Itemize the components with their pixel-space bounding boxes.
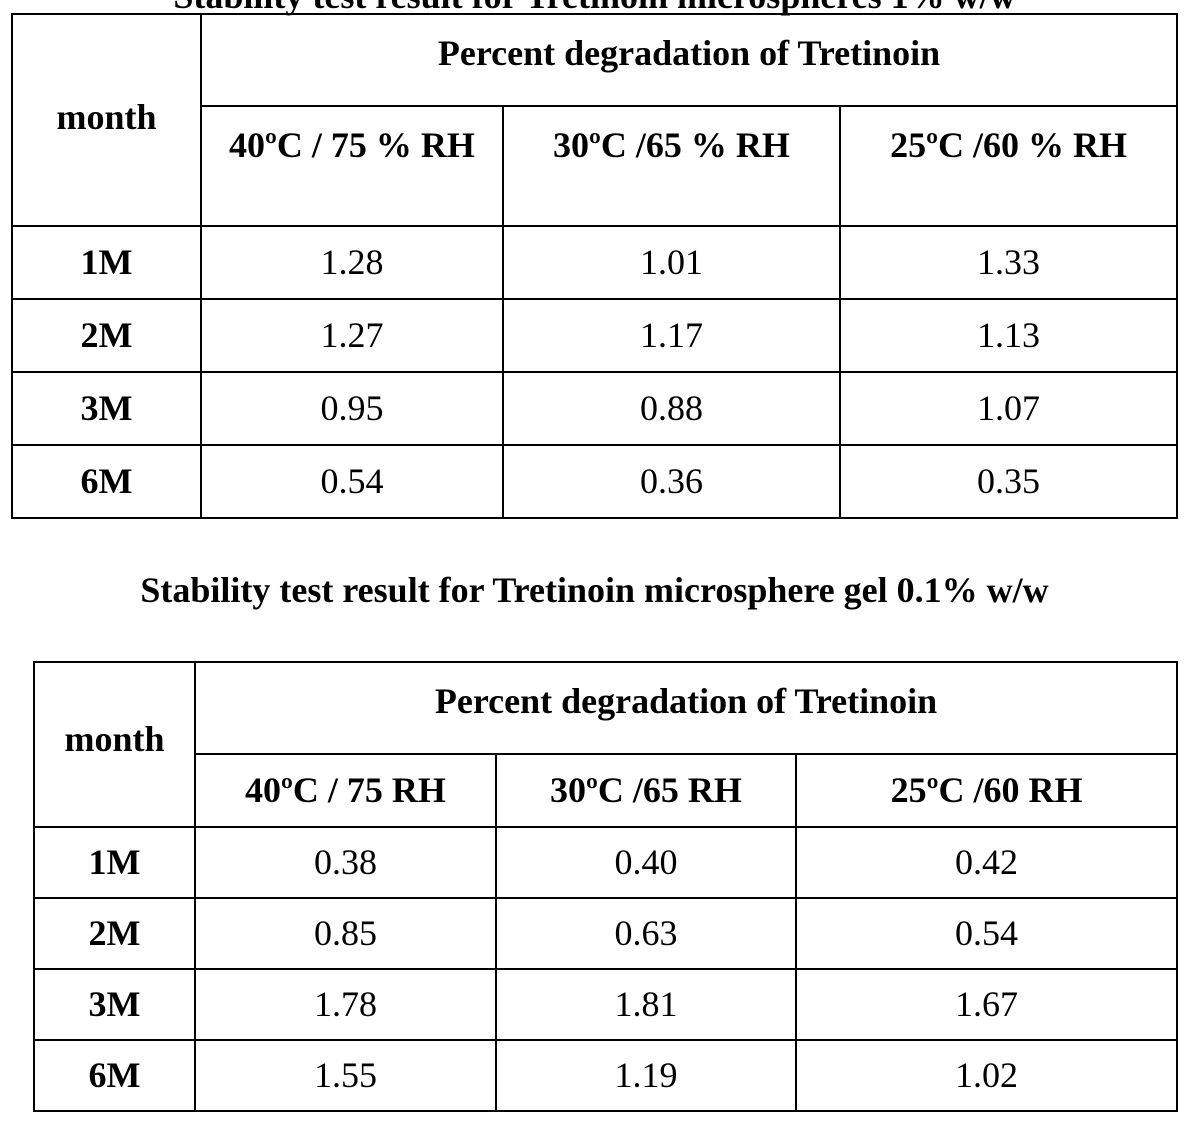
value-cell: 1.33 bbox=[840, 226, 1177, 299]
month-cell: 1M bbox=[34, 827, 195, 898]
value-cell: 1.67 bbox=[796, 969, 1177, 1040]
value-cell: 0.88 bbox=[503, 372, 840, 445]
month-cell: 1M bbox=[12, 226, 201, 299]
value-cell: 1.55 bbox=[195, 1040, 496, 1111]
stability-table-gel: month Percent degradation of Tretinoin 4… bbox=[33, 661, 1178, 1112]
table-row: 3M 0.95 0.88 1.07 bbox=[12, 372, 1177, 445]
value-cell: 0.36 bbox=[503, 445, 840, 518]
value-cell: 1.13 bbox=[840, 299, 1177, 372]
value-cell: 0.54 bbox=[201, 445, 503, 518]
value-cell: 0.38 bbox=[195, 827, 496, 898]
condition-header-2: 30ºC /65 % RH bbox=[503, 106, 840, 226]
month-cell: 2M bbox=[12, 299, 201, 372]
condition-header-3: 25ºC /60 RH bbox=[796, 754, 1177, 827]
value-cell: 0.42 bbox=[796, 827, 1177, 898]
value-cell: 1.81 bbox=[496, 969, 796, 1040]
month-cell: 3M bbox=[34, 969, 195, 1040]
value-cell: 0.63 bbox=[496, 898, 796, 969]
stability-table-microspheres: month Percent degradation of Tretinoin 4… bbox=[11, 13, 1178, 519]
value-cell: 0.95 bbox=[201, 372, 503, 445]
value-cell: 1.19 bbox=[496, 1040, 796, 1111]
value-cell: 1.07 bbox=[840, 372, 1177, 445]
group-header: Percent degradation of Tretinoin bbox=[195, 662, 1177, 754]
table-row: 3M 1.78 1.81 1.67 bbox=[34, 969, 1177, 1040]
month-column-header: month bbox=[34, 662, 195, 827]
table-row: 6M 0.54 0.36 0.35 bbox=[12, 445, 1177, 518]
table-row: 6M 1.55 1.19 1.02 bbox=[34, 1040, 1177, 1111]
value-cell: 1.27 bbox=[201, 299, 503, 372]
condition-header-1: 40ºC / 75 RH bbox=[195, 754, 496, 827]
month-cell: 6M bbox=[34, 1040, 195, 1111]
condition-header-1: 40ºC / 75 % RH bbox=[201, 106, 503, 226]
value-cell: 1.17 bbox=[503, 299, 840, 372]
value-cell: 0.40 bbox=[496, 827, 796, 898]
value-cell: 1.02 bbox=[796, 1040, 1177, 1111]
value-cell: 1.28 bbox=[201, 226, 503, 299]
table2-title: Stability test result for Tretinoin micr… bbox=[0, 572, 1189, 608]
condition-header-2: 30ºC /65 RH bbox=[496, 754, 796, 827]
month-cell: 3M bbox=[12, 372, 201, 445]
value-cell: 0.35 bbox=[840, 445, 1177, 518]
value-cell: 1.01 bbox=[503, 226, 840, 299]
table-row: 1M 0.38 0.40 0.42 bbox=[34, 827, 1177, 898]
table-row: 2M 1.27 1.17 1.13 bbox=[12, 299, 1177, 372]
value-cell: 0.54 bbox=[796, 898, 1177, 969]
group-header: Percent degradation of Tretinoin bbox=[201, 14, 1177, 106]
table1-title-cut: Stability test result for Tretinoin micr… bbox=[0, 0, 1189, 14]
value-cell: 1.78 bbox=[195, 969, 496, 1040]
month-column-header: month bbox=[12, 14, 201, 226]
condition-header-3: 25ºC /60 % RH bbox=[840, 106, 1177, 226]
table-row: 2M 0.85 0.63 0.54 bbox=[34, 898, 1177, 969]
month-cell: 6M bbox=[12, 445, 201, 518]
value-cell: 0.85 bbox=[195, 898, 496, 969]
table-row: 1M 1.28 1.01 1.33 bbox=[12, 226, 1177, 299]
month-cell: 2M bbox=[34, 898, 195, 969]
